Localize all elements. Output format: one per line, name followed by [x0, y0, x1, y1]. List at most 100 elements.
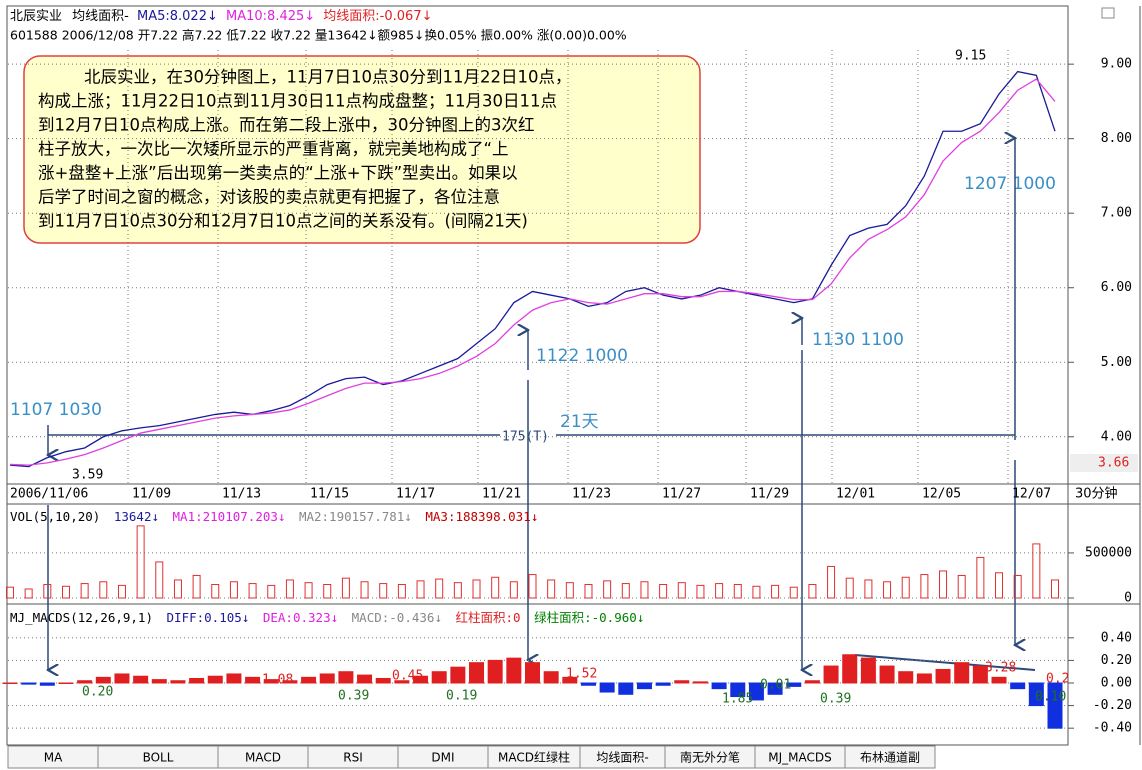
- macd-legend: DIFF:0.105↓: [167, 610, 250, 625]
- macd-bar: [338, 671, 354, 684]
- y-tick-label: -0.40: [1093, 721, 1132, 736]
- annotation: 1122 1000: [536, 346, 628, 366]
- trend-line: [854, 654, 1036, 671]
- volume-bar: [304, 582, 313, 599]
- annotation: 9.15: [955, 49, 986, 64]
- macd-bar: [282, 680, 298, 684]
- x-tick-label: 11/15: [310, 487, 349, 502]
- y-tick-label: 9.00: [1101, 57, 1132, 72]
- macd-bar: [618, 682, 634, 695]
- area-label: 0.39: [338, 689, 369, 704]
- price-line: [9, 70, 1056, 468]
- vol-legend: MA1:210107.203↓: [173, 509, 286, 524]
- macd-bar: [357, 674, 373, 684]
- macd-bar: [506, 657, 522, 684]
- area-label: 1.85: [722, 692, 753, 707]
- vol-legend: MA3:188398.031↓: [425, 509, 538, 524]
- area-label: 3.28: [985, 661, 1016, 676]
- x-tick-label: 12/01: [836, 487, 875, 502]
- volume-bar: [621, 583, 630, 599]
- volume-bar: [547, 579, 556, 599]
- area: 均线面积:-0.067↓: [323, 9, 432, 24]
- y-tick-label: 0.20: [1101, 653, 1132, 668]
- macd-bar: [525, 662, 540, 684]
- macd-bar: [487, 659, 503, 684]
- y-tick-label: 0.40: [1101, 630, 1132, 645]
- macd-bar: [991, 676, 1007, 684]
- area-label: 0.10: [1035, 690, 1066, 705]
- macd-bar: [916, 673, 932, 684]
- volume-bar: [976, 556, 985, 599]
- macd-bar: [730, 682, 746, 698]
- volume-bar: [677, 582, 686, 599]
- macd-bar: [1047, 682, 1063, 729]
- note-line: 北辰实业，在30分钟图上，11月7日10点30分到11月22日10点，: [84, 68, 571, 87]
- tab[interactable]: [844, 745, 936, 769]
- indicator-name: 均线面积-: [72, 9, 129, 24]
- macd-bar: [842, 654, 858, 684]
- volume-bar: [192, 574, 201, 599]
- macd-bar: [21, 682, 37, 685]
- stock-name: 北辰实业: [10, 9, 62, 24]
- macd-bar: [114, 673, 130, 684]
- volume-bar: [752, 585, 761, 599]
- macd-bar: [543, 671, 559, 684]
- tab-label: RSI: [343, 751, 363, 765]
- macd-bar: [954, 662, 970, 684]
- volume-bar: [24, 588, 33, 599]
- volume-bar: [696, 584, 705, 599]
- volume-bar: [472, 579, 481, 599]
- volume-bar: [229, 581, 238, 599]
- macd-bar: [711, 682, 727, 690]
- x-tick-label: 11/13: [222, 487, 261, 502]
- volume-bar: [827, 565, 836, 599]
- volume-bar: [491, 576, 500, 599]
- macd-bar: [898, 671, 914, 684]
- vol-legend: MA2:190157.781↓: [299, 509, 412, 524]
- macd-bar: [2, 682, 18, 684]
- note-line: 到11月7日10点30分和12月7日10点之间的关系没有。(间隔21天): [38, 212, 528, 231]
- macd-bar: [450, 666, 466, 684]
- volume-bar: [528, 574, 537, 599]
- volume-bar: [920, 574, 929, 599]
- y-tick-label: 500000: [1085, 545, 1132, 560]
- volume-bar: [584, 583, 593, 599]
- y-tick-label: 5.00: [1101, 355, 1132, 370]
- y-tick-label: 0: [1124, 591, 1132, 606]
- macd-bar: [562, 676, 578, 684]
- area-label: 0.2: [1046, 672, 1069, 687]
- y-tick-label: -0.20: [1093, 698, 1132, 713]
- volume-bar: [379, 583, 388, 599]
- macd-legend: DEA:0.323↓: [263, 610, 338, 625]
- volume-bar: [61, 585, 70, 599]
- volume-bar: [416, 580, 425, 599]
- volume-bar: [603, 580, 612, 599]
- macd-bar: [39, 682, 55, 686]
- macd-bar: [319, 673, 335, 684]
- tab-label: MJ_MACDS: [768, 751, 831, 765]
- macd-header: MJ_MACDS(12,26,9,1) DIFF:0.105↓ DEA:0.32…: [10, 610, 644, 625]
- volume-bar: [80, 583, 89, 599]
- tab-label: 均线面积-: [596, 751, 648, 765]
- volume-bar: [248, 583, 257, 599]
- quote-info: 601588 2006/12/08 开7.22 高7.22 低7.22 收7.2…: [10, 28, 627, 43]
- volume-bar: [136, 525, 145, 599]
- vol-legend: 13642↓: [114, 509, 159, 524]
- macd-bar: [245, 676, 261, 684]
- macd-bar: [636, 682, 652, 690]
- macd-bar: [674, 680, 690, 684]
- macd-bar: [692, 681, 708, 684]
- macd-legend: 绿柱面积:-0.960↓: [534, 610, 644, 625]
- window-icon[interactable]: [1101, 7, 1115, 19]
- x-tick-label: 2006/11/06: [10, 487, 88, 502]
- volume-bar: [957, 574, 966, 599]
- y-tick-label: 0.00: [1101, 676, 1132, 691]
- note-line: 构成上涨；11月22日10点到11月30日11点构成盘整；11月30日11点: [38, 92, 557, 111]
- tab-label: DMI: [431, 751, 454, 765]
- volume-bar: [6, 586, 14, 599]
- volume-bar: [864, 579, 873, 599]
- macd-bar: [170, 680, 186, 684]
- macd-bar: [804, 680, 820, 684]
- area-label: 1.08: [262, 673, 293, 688]
- tab-label: 布林通道副: [860, 751, 920, 765]
